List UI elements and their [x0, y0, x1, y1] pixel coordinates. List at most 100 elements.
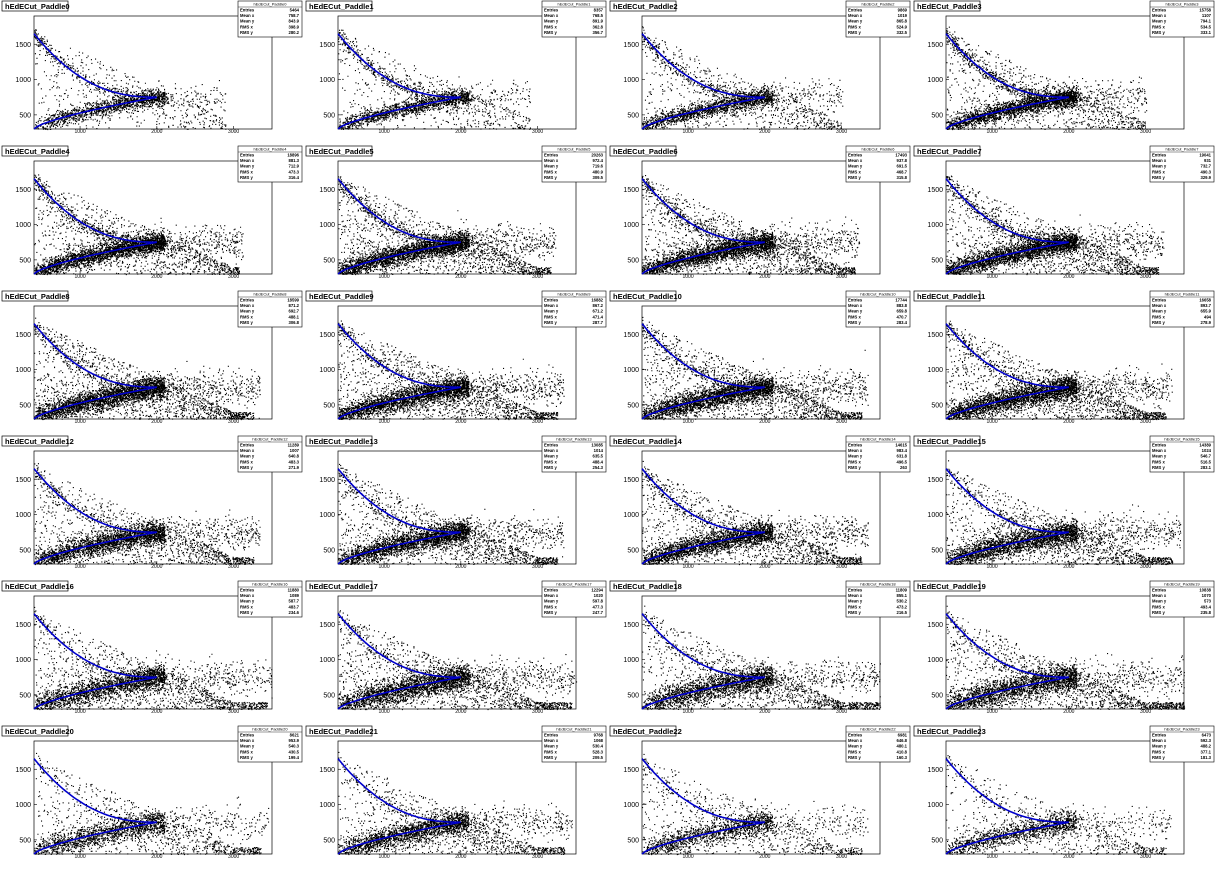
- y-tick-label: 1000: [927, 367, 943, 374]
- stats-value: 646.8: [897, 738, 908, 743]
- lower-curve: [337, 386, 461, 420]
- y-tick-label: 1500: [15, 42, 31, 49]
- stats-label: Mean y: [848, 164, 863, 169]
- stats-value: 867.2: [593, 303, 604, 308]
- x-tick-label: 3000: [228, 419, 239, 425]
- stats-label: RMS y: [1152, 320, 1165, 325]
- stats-value: 893.7: [1201, 303, 1212, 308]
- stats-label: Entries: [848, 588, 863, 593]
- stats-label: Mean x: [240, 448, 255, 453]
- lower-curve: [337, 241, 461, 275]
- y-tick-label: 1000: [623, 222, 639, 229]
- y-tick-label: 500: [627, 547, 639, 554]
- title-box: [305, 290, 373, 302]
- stats-value: 758.7: [289, 13, 300, 18]
- stats-label: Mean x: [1152, 593, 1167, 598]
- x-tick-label: 2000: [151, 419, 162, 425]
- stats-title: hEdECut_Paddle21: [556, 727, 592, 732]
- y-tick-label: 1000: [927, 512, 943, 519]
- y-tick-label: 1000: [319, 222, 335, 229]
- stats-value: 17493: [895, 153, 907, 158]
- stats-value: 9869: [898, 8, 908, 13]
- x-tick-label: 2000: [759, 854, 770, 860]
- title-box: [305, 435, 373, 447]
- stats-value: 6981: [898, 733, 908, 738]
- histogram-title: hEdECut_Paddle16: [5, 582, 74, 591]
- y-tick-label: 500: [627, 257, 639, 264]
- histogram-panel: 1000 2000 3000 500 1000 1500 hEdECut_Paddle13 h…: [305, 435, 607, 570]
- histogram-title: hEdECut_Paddle17: [309, 582, 378, 591]
- stats-label: RMS y: [240, 175, 253, 180]
- title-box: [305, 145, 373, 157]
- stats-title: hEdECut_Paddle15: [1164, 437, 1200, 442]
- stats-label: RMS y: [848, 175, 861, 180]
- stats-value: 516.5: [1201, 459, 1212, 464]
- title-box: [1, 290, 69, 302]
- y-tick-label: 1500: [319, 767, 335, 774]
- stats-label: RMS y: [848, 320, 861, 325]
- stats-title: hEdECut_Paddle8: [254, 292, 288, 297]
- histogram-title: hEdECut_Paddle1: [309, 2, 374, 11]
- stats-value: 493.4: [1201, 604, 1212, 609]
- scatter-points: [338, 176, 557, 276]
- upper-curve: [33, 468, 157, 533]
- histogram-panel: 1000 2000 3000 500 1000 1500 hEdECut_Paddle20 h…: [1, 725, 303, 860]
- stats-value: 13085: [591, 443, 603, 448]
- stats-label: RMS y: [240, 755, 253, 760]
- stats-value: 540.3: [289, 744, 300, 749]
- x-tick-label: 3000: [1140, 274, 1151, 280]
- stats-label: Mean y: [544, 599, 559, 604]
- stats-value: 18896: [287, 153, 299, 158]
- stats-value: 471.4: [593, 314, 604, 319]
- stats-label: RMS y: [544, 755, 557, 760]
- y-tick-label: 1000: [319, 512, 335, 519]
- upper-curve: [33, 33, 157, 98]
- x-tick-label: 2000: [151, 129, 162, 135]
- histogram-title: hEdECut_Paddle6: [613, 147, 678, 156]
- histogram-panel: 1000 2000 3000 500 1000 1500 hEdECut_Paddle23 h…: [913, 725, 1215, 860]
- y-tick-label: 1500: [927, 477, 943, 484]
- stats-value: 732.7: [1201, 164, 1212, 169]
- stats-value: 640.8: [289, 454, 300, 459]
- stats-value: 8621: [290, 733, 300, 738]
- stats-label: Entries: [544, 443, 559, 448]
- stats-label: Entries: [848, 8, 863, 13]
- x-tick-label: 2000: [1063, 129, 1074, 135]
- x-tick-label: 2000: [759, 129, 770, 135]
- x-tick-label: 1000: [987, 419, 998, 425]
- stats-value: 16882: [591, 298, 603, 303]
- upper-curve: [641, 323, 765, 388]
- stats-label: RMS x: [1152, 604, 1165, 609]
- y-tick-label: 1500: [15, 622, 31, 629]
- stats-value: 410.8: [897, 749, 908, 754]
- y-tick-label: 1000: [15, 367, 31, 374]
- stats-value: 287.7: [593, 320, 604, 325]
- stats-label: Mean y: [240, 309, 255, 314]
- x-tick-label: 1000: [75, 564, 86, 570]
- x-tick-label: 2000: [759, 419, 770, 425]
- scatter-points: [34, 317, 261, 421]
- stats-title: hEdECut_Paddle20: [252, 727, 288, 732]
- scatter-points: [946, 460, 1182, 566]
- stats-value: 1014: [594, 448, 604, 453]
- lower-curve: [33, 531, 157, 565]
- stats-value: 181.3: [1201, 755, 1212, 760]
- stats-value: 631.8: [897, 454, 908, 459]
- stats-label: RMS x: [848, 314, 861, 319]
- stats-label: Mean y: [1152, 309, 1167, 314]
- stats-value: 17744: [895, 298, 907, 303]
- title-box: [913, 290, 981, 302]
- stats-value: 9768: [594, 733, 604, 738]
- stats-label: Mean x: [848, 448, 863, 453]
- x-tick-label: 1000: [379, 419, 390, 425]
- stats-title: hEdECut_Paddle22: [860, 727, 896, 732]
- y-tick-label: 500: [19, 402, 31, 409]
- x-tick-label: 1000: [379, 564, 390, 570]
- stats-value: 1019: [898, 13, 908, 18]
- y-tick-label: 1500: [623, 767, 639, 774]
- stats-value: 271.9: [289, 465, 300, 470]
- y-tick-label: 1500: [319, 42, 335, 49]
- upper-curve: [33, 613, 157, 678]
- stats-label: Entries: [240, 8, 255, 13]
